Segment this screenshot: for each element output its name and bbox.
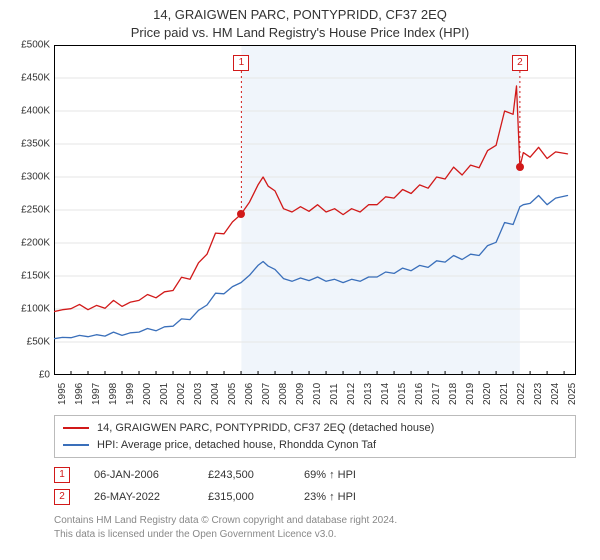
y-tick-label: £50K [27, 337, 50, 348]
x-tick-label: 1995 [57, 383, 68, 405]
chart-svg [54, 45, 576, 375]
y-tick-label: £200K [21, 238, 50, 249]
x-tick-label: 2013 [363, 383, 374, 405]
sale-dot [237, 210, 245, 218]
y-tick-label: £250K [21, 205, 50, 216]
page-root: 14, GRAIGWEN PARC, PONTYPRIDD, CF37 2EQ … [0, 0, 600, 560]
legend: 14, GRAIGWEN PARC, PONTYPRIDD, CF37 2EQ … [54, 415, 576, 458]
legend-row-property: 14, GRAIGWEN PARC, PONTYPRIDD, CF37 2EQ … [63, 420, 567, 437]
x-tick-label: 1998 [108, 383, 119, 405]
legend-row-hpi: HPI: Average price, detached house, Rhon… [63, 437, 567, 454]
x-tick-label: 2011 [329, 384, 340, 406]
chart-container: £0 £50K £100K £150K £200K £250K £300K £350K £400… [10, 45, 590, 407]
footnote: Contains HM Land Registry data © Crown c… [54, 514, 576, 541]
x-tick-label: 2010 [312, 383, 323, 405]
legend-label-property: 14, GRAIGWEN PARC, PONTYPRIDD, CF37 2EQ … [97, 420, 434, 437]
sale-marker-1: 1 [54, 467, 70, 483]
sale-row-2: 2 26-MAY-2022 £315,000 23% ↑ HPI [54, 486, 576, 508]
x-tick-label: 2000 [142, 383, 153, 405]
plot-area: £0£50K£100K£150K£200K£250K£300K£350K£400… [54, 45, 576, 375]
sale-price-2: £315,000 [208, 491, 280, 503]
page-subtitle: Price paid vs. HM Land Registry's House … [10, 24, 590, 42]
x-tick-label: 2003 [193, 383, 204, 405]
footnote-line-2: This data is licensed under the Open Gov… [54, 528, 576, 542]
x-tick-label: 1999 [125, 383, 136, 405]
x-tick-label: 2002 [176, 383, 187, 405]
y-tick-label: £300K [21, 172, 50, 183]
x-tick-label: 2004 [210, 383, 221, 405]
x-tick-label: 2020 [482, 383, 493, 405]
x-tick-label: 2006 [244, 383, 255, 405]
x-tick-label: 2005 [227, 383, 238, 405]
x-tick-label: 2017 [431, 383, 442, 405]
x-tick-label: 2022 [516, 383, 527, 405]
y-tick-label: £500K [21, 40, 50, 51]
x-tick-label: 2001 [159, 383, 170, 405]
y-tick-label: £450K [21, 73, 50, 84]
x-tick-label: 2014 [380, 383, 391, 405]
sale-row-1: 1 06-JAN-2006 £243,500 69% ↑ HPI [54, 464, 576, 486]
sale-date-1: 06-JAN-2006 [94, 469, 184, 481]
sale-price-1: £243,500 [208, 469, 280, 481]
y-tick-label: £150K [21, 271, 50, 282]
sale-marker-on-chart: 1 [233, 55, 249, 71]
y-tick-label: £0 [39, 370, 50, 381]
sales-table: 1 06-JAN-2006 £243,500 69% ↑ HPI 2 26-MA… [54, 464, 576, 508]
x-tick-label: 2015 [397, 383, 408, 405]
footnote-line-1: Contains HM Land Registry data © Crown c… [54, 514, 576, 528]
x-tick-label: 2016 [414, 383, 425, 405]
legend-label-hpi: HPI: Average price, detached house, Rhon… [97, 437, 376, 454]
y-axis-ticks: £0£50K£100K£150K£200K£250K£300K£350K£400… [10, 45, 50, 375]
x-tick-label: 2025 [567, 383, 578, 405]
y-tick-label: £350K [21, 139, 50, 150]
page-title: 14, GRAIGWEN PARC, PONTYPRIDD, CF37 2EQ [10, 6, 590, 24]
x-axis-ticks: 1995 1996 1997 1998 1999 2000 2001 2002 2003 2004… [54, 375, 576, 407]
sale-date-2: 26-MAY-2022 [94, 491, 184, 503]
sale-hpi-2: 23% ↑ HPI [304, 491, 382, 503]
y-tick-label: £400K [21, 106, 50, 117]
sale-dot [516, 163, 524, 171]
x-tick-label: 2021 [499, 383, 510, 405]
sale-marker-on-chart: 2 [512, 55, 528, 71]
legend-swatch-property [63, 427, 89, 429]
x-tick-label: 1996 [74, 383, 85, 405]
x-tick-label: 2012 [346, 383, 357, 405]
x-tick-label: 2019 [465, 383, 476, 405]
x-tick-label: 2009 [295, 383, 306, 405]
sale-marker-2: 2 [54, 489, 70, 505]
x-tick-label: 2018 [448, 383, 459, 405]
y-tick-label: £100K [21, 304, 50, 315]
x-tick-label: 2024 [550, 383, 561, 405]
x-tick-label: 2023 [533, 383, 544, 405]
x-tick-label: 2008 [278, 383, 289, 405]
x-tick-label: 1997 [91, 383, 102, 405]
sale-hpi-1: 69% ↑ HPI [304, 469, 382, 481]
x-tick-label: 2007 [261, 383, 272, 405]
legend-swatch-hpi [63, 444, 89, 446]
